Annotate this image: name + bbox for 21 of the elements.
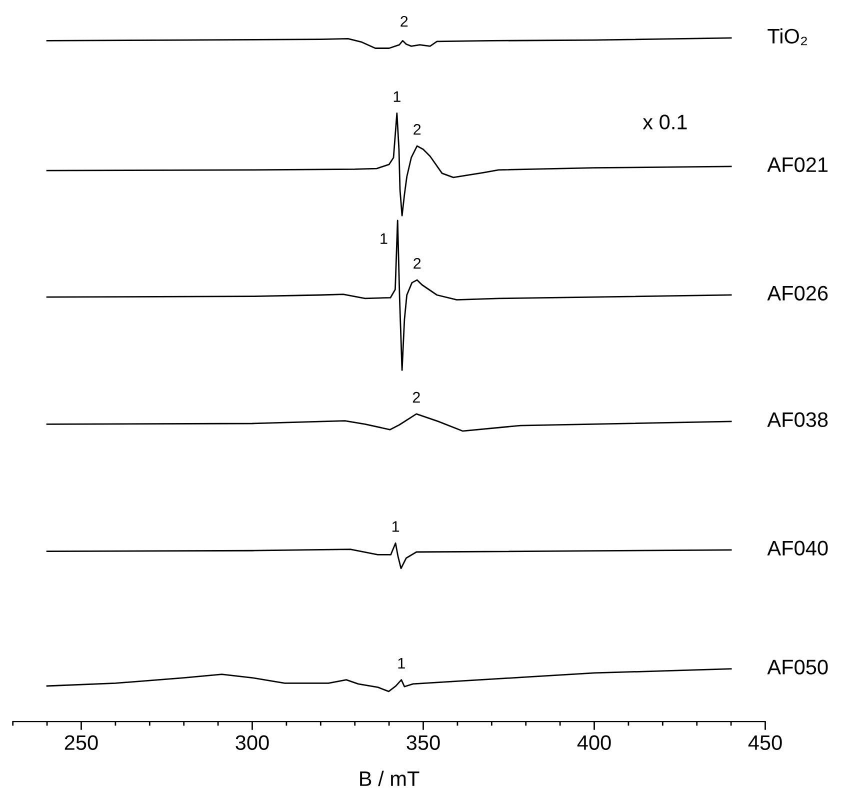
- x-tick-label: 250: [64, 735, 98, 750]
- annotation: 1: [380, 233, 388, 244]
- annotation: 1: [398, 658, 405, 668]
- x-tick-label: 300: [236, 735, 269, 750]
- x-tick-label: 350: [406, 735, 440, 750]
- annotation: 2: [414, 124, 421, 135]
- series-label: AF040: [767, 540, 828, 556]
- annotation: 1: [392, 521, 400, 532]
- annotation: 2: [414, 258, 421, 269]
- annotation: x 0.1: [642, 114, 687, 130]
- x-axis-title: B / mT: [360, 770, 420, 786]
- x-tick-label: 450: [748, 735, 782, 750]
- series-label: AF050: [767, 660, 828, 674]
- series-label: AF038: [767, 412, 828, 428]
- series-label: AF026: [767, 286, 828, 301]
- annotation: 1: [394, 91, 400, 102]
- series-label: TiO₂: [768, 28, 808, 46]
- annotation: 2: [412, 392, 420, 403]
- annotation: 2: [400, 16, 408, 27]
- x-tick-label: 400: [577, 735, 611, 750]
- series-label: AF021: [767, 157, 828, 172]
